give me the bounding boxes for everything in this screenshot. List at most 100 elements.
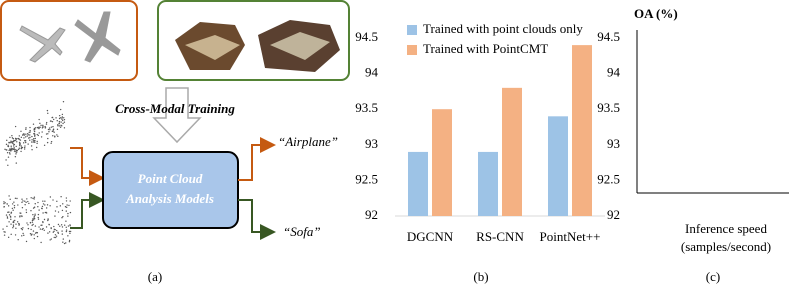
point — [12, 225, 15, 228]
point — [60, 196, 62, 198]
point — [34, 127, 37, 129]
point — [27, 143, 29, 145]
point — [17, 137, 19, 140]
x-axis-label: Inference speed — [685, 221, 767, 236]
point — [66, 204, 68, 206]
point — [58, 114, 61, 117]
point — [3, 206, 5, 208]
point — [15, 223, 17, 225]
point — [57, 125, 59, 127]
point — [33, 137, 35, 140]
point — [14, 125, 17, 128]
point — [37, 216, 39, 219]
y-tick-label: 92.5 — [597, 171, 620, 186]
point — [45, 212, 48, 214]
point — [29, 129, 31, 132]
point — [27, 227, 30, 230]
y-tick-label: 93 — [607, 136, 620, 151]
point — [38, 209, 40, 211]
point — [15, 151, 18, 153]
point — [25, 133, 27, 135]
point — [37, 127, 39, 129]
point — [22, 227, 24, 229]
point — [52, 129, 55, 131]
point — [33, 140, 35, 142]
point — [45, 226, 48, 228]
point — [24, 146, 26, 149]
point — [38, 226, 40, 228]
point — [65, 220, 67, 222]
point — [61, 230, 63, 232]
point — [49, 196, 52, 198]
point — [47, 128, 50, 131]
point — [40, 241, 42, 244]
point — [10, 223, 12, 225]
point — [59, 225, 61, 227]
point — [20, 212, 22, 214]
point — [47, 218, 49, 220]
point — [60, 121, 62, 123]
point — [31, 219, 34, 222]
legend-swatch — [407, 45, 417, 55]
point — [33, 237, 36, 240]
point — [65, 210, 67, 212]
x-tick-label: PointNet++ — [540, 229, 601, 244]
point — [17, 148, 20, 151]
point — [20, 227, 23, 230]
point — [61, 117, 63, 119]
point — [19, 144, 21, 147]
point — [53, 236, 55, 239]
point — [65, 206, 68, 209]
point — [59, 108, 62, 111]
legend-label: Trained with point clouds only — [423, 21, 583, 36]
chart-title: OA (%) — [634, 6, 678, 21]
point — [12, 145, 15, 147]
point — [45, 121, 48, 124]
point — [32, 223, 34, 226]
point — [41, 131, 43, 133]
point — [44, 127, 47, 129]
point — [34, 213, 36, 215]
y-tick-label: 92 — [365, 207, 378, 222]
point — [63, 127, 66, 129]
point — [31, 148, 33, 151]
point — [20, 150, 22, 153]
bar — [548, 116, 568, 216]
point — [64, 206, 67, 208]
point — [37, 213, 40, 216]
point — [19, 143, 21, 146]
point — [49, 239, 51, 241]
point — [18, 223, 20, 225]
point — [49, 205, 51, 207]
point — [45, 133, 48, 135]
mesh-box — [0, 0, 138, 81]
point — [63, 118, 66, 121]
point — [25, 128, 27, 131]
point — [68, 230, 71, 233]
point — [52, 199, 54, 201]
point — [12, 209, 14, 211]
point — [42, 203, 45, 205]
point — [36, 235, 39, 238]
point — [30, 141, 33, 143]
bar — [572, 45, 592, 217]
y-tick-label: 93 — [365, 136, 378, 151]
point — [54, 234, 57, 236]
point — [30, 209, 32, 212]
point — [26, 135, 28, 137]
point — [4, 202, 6, 204]
point — [29, 139, 31, 141]
bar — [408, 151, 428, 216]
point — [42, 221, 44, 224]
point — [33, 196, 36, 198]
point — [42, 125, 44, 127]
point — [26, 222, 28, 224]
point — [15, 145, 17, 148]
point — [61, 113, 64, 116]
point — [33, 130, 36, 133]
point — [47, 112, 49, 114]
point — [69, 230, 72, 233]
point — [6, 139, 8, 142]
point — [14, 156, 17, 158]
point — [11, 203, 14, 205]
